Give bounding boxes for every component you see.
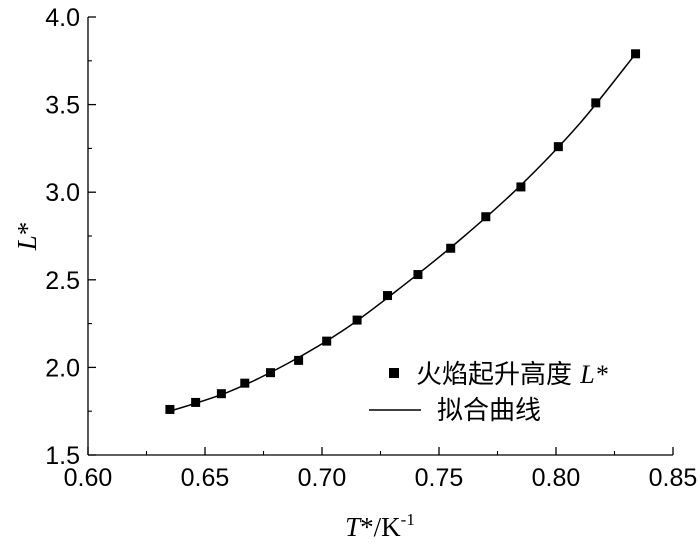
data-point [631, 49, 641, 59]
legend-label-fit: 拟合曲线 [437, 396, 541, 426]
x-tick-label: 0.65 [181, 464, 230, 492]
data-point [240, 378, 250, 388]
axes [87, 17, 673, 456]
x-tick-label: 0.70 [298, 464, 347, 492]
y-axis-label: L* [12, 222, 42, 252]
fit-curve [169, 53, 637, 412]
x-ticks: 0.60 0.65 0.70 0.75 0.80 0.85 [64, 447, 698, 492]
data-point [413, 270, 423, 280]
legend-marker-square [389, 368, 399, 378]
y-tick-label: 1.5 [45, 442, 80, 470]
data-point [446, 243, 456, 253]
data-point [383, 291, 393, 301]
x-tick-label: 0.85 [649, 464, 698, 492]
x-tick-label: 0.75 [415, 464, 464, 492]
y-tick-label: 2.0 [45, 354, 80, 382]
data-point [553, 142, 563, 152]
points-layer [165, 49, 641, 414]
x-tick-label: 0.80 [532, 464, 581, 492]
y-tick-label: 3.0 [45, 179, 80, 207]
data-point [266, 368, 276, 378]
data-point [322, 336, 332, 346]
y-ticks: 1.5 2.0 2.5 3.0 3.5 4.0 [45, 4, 96, 470]
data-point [216, 389, 226, 399]
y-tick-label: 2.5 [45, 267, 80, 295]
legend-label-points: 火焰起升高度 L* [416, 360, 608, 390]
data-point [165, 404, 175, 414]
legend: 火焰起升高度 L* 拟合曲线 [369, 360, 608, 426]
y-tick-label: 4.0 [45, 4, 80, 32]
data-point [481, 212, 491, 222]
data-point [591, 98, 601, 108]
x-axis-label: T*/K-1 [345, 510, 415, 542]
data-point [352, 315, 362, 325]
data-point [294, 355, 304, 365]
fit-line-layer [169, 53, 637, 412]
x-tick-label: 0.60 [64, 464, 113, 492]
data-point [516, 182, 526, 192]
y-tick-label: 3.5 [45, 92, 80, 120]
data-point [191, 397, 201, 407]
